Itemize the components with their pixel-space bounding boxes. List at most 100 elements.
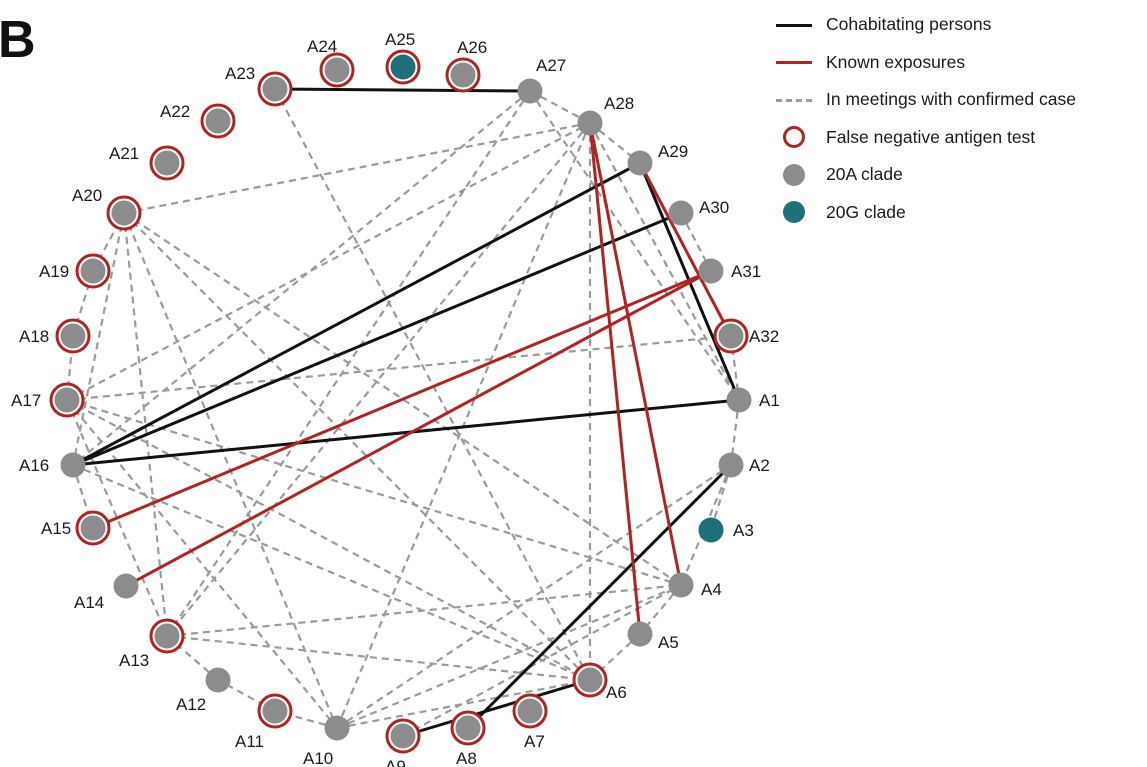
node-a20 [111, 200, 137, 226]
node-a27 [517, 78, 543, 104]
node-a7 [517, 698, 543, 724]
node-label-a24: A24 [307, 37, 337, 56]
node-a19 [80, 258, 106, 284]
node-label-a14: A14 [74, 593, 104, 612]
meeting-edge-a20-a28 [123, 121, 591, 215]
node-a25 [390, 54, 416, 80]
legend-label-20g: 20G clade [826, 201, 906, 222]
legend-item-20a: 20A clade [776, 156, 1076, 194]
meeting-edge-a9-a4 [402, 584, 682, 737]
labels-layer: A1 A2 A3 A4 A5 A6 A7 A8 A9 A10 A11 A12 A13 A14 A15 A16 A… [11, 30, 780, 767]
node-label-a1: A1 [759, 391, 780, 410]
node-a31 [698, 258, 724, 284]
node-label-a18: A18 [19, 327, 49, 346]
meeting-edge-a27-a16 [72, 90, 531, 466]
legend-label-false-negative: False negative antigen test [826, 126, 1036, 147]
node-a32 [718, 323, 744, 349]
meeting-edge-a10-a4 [336, 583, 682, 730]
meeting-edge-a27-a13 [166, 90, 531, 637]
meeting-edge-a13-a4 [166, 583, 682, 638]
node-label-a9: A9 [385, 757, 406, 767]
panel-letter: B [0, 11, 36, 69]
node-label-a30: A30 [699, 198, 729, 217]
exposure-edge-a29-a32 [638, 162, 733, 337]
node-a24 [324, 57, 350, 83]
node-a16 [60, 452, 86, 478]
teal-dot-icon [776, 200, 812, 224]
node-a29 [627, 150, 653, 176]
nodes-layer [49, 49, 752, 754]
node-a23 [262, 76, 288, 102]
node-a21 [154, 150, 180, 176]
node-label-a20: A20 [72, 186, 102, 205]
node-a9 [390, 723, 416, 749]
meeting-edge-a27-a1 [529, 90, 740, 401]
node-label-a28: A28 [604, 94, 634, 113]
cohabitating-edge-a23-a27 [274, 87, 531, 93]
node-label-a25: A25 [385, 30, 415, 49]
legend-item-20g: 20G clade [776, 194, 1076, 232]
meeting-edge-a16-a6 [72, 463, 591, 682]
node-a30 [668, 200, 694, 226]
cohabitating-edge-a9-a6 [402, 678, 591, 738]
node-label-a6: A6 [606, 683, 627, 702]
meeting-edge-a17-a28 [66, 122, 591, 401]
meeting-edge-a20-a4 [123, 212, 682, 586]
node-label-a26: A26 [457, 38, 487, 57]
meeting-edge-a20-a6 [123, 212, 591, 681]
legend-item-meetings: In meetings with confirmed case [776, 81, 1076, 119]
meeting-edge-a17-a4 [66, 398, 682, 587]
node-a13 [154, 623, 180, 649]
node-a1 [726, 387, 752, 413]
node-a14 [113, 573, 139, 599]
node-label-a12: A12 [176, 695, 206, 714]
node-label-a32: A32 [749, 327, 779, 346]
node-a11 [262, 698, 288, 724]
legend-item-cohabitating: Cohabitating persons [776, 6, 1076, 44]
cohabitating-edge-a2-a8 [466, 463, 733, 730]
node-a17 [54, 387, 80, 413]
node-label-a16: A16 [19, 456, 49, 475]
exposure-edge-a28-a5 [588, 122, 642, 635]
meeting-edge-a10-a2 [336, 464, 732, 729]
exposure-edge-a31-a15 [92, 269, 712, 530]
meeting-edge-a17-a10 [66, 399, 338, 729]
node-a15 [80, 515, 106, 541]
meeting-edge-a20-a16 [71, 212, 126, 466]
node-a18 [60, 323, 86, 349]
legend-label-exposures: Known exposures [826, 51, 966, 72]
cohabitating-edges [72, 87, 741, 738]
node-label-a5: A5 [658, 633, 679, 652]
legend-label-cohabitating: Cohabitating persons [826, 14, 992, 35]
node-a28 [577, 110, 603, 136]
node-a22 [205, 108, 231, 134]
meeting-edge-a13-a6 [166, 634, 591, 682]
node-label-a8: A8 [456, 749, 477, 767]
meeting-edge-a17-a6 [66, 399, 591, 681]
node-label-a21: A21 [109, 144, 139, 163]
meeting-edge-a23-a6 [274, 88, 591, 681]
node-a2 [718, 452, 744, 478]
legend-label-20a: 20A clade [826, 164, 903, 185]
node-label-a10: A10 [303, 749, 333, 767]
legend: Cohabitating persons Known exposures In … [776, 6, 1076, 231]
exposure-edges [92, 122, 733, 635]
meeting-edge-a28-a1 [589, 122, 740, 401]
node-label-a29: A29 [658, 142, 688, 161]
node-label-a22: A22 [160, 102, 190, 121]
node-label-a2: A2 [749, 456, 770, 475]
cohabitating-edge-a16-a29 [72, 161, 641, 467]
node-a26 [450, 62, 476, 88]
exposure-edge-a31-a14 [125, 269, 712, 588]
legend-item-false-negative: False negative antigen test [776, 119, 1076, 157]
legend-item-exposures: Known exposures [776, 44, 1076, 82]
meeting-edge-a17-a32 [66, 334, 732, 402]
node-a5 [627, 621, 653, 647]
node-a4 [668, 572, 694, 598]
red-ring-icon [776, 125, 812, 149]
cohabitating-edge-a16-a1 [72, 398, 740, 467]
node-label-a13: A13 [119, 651, 149, 670]
legend-label-meetings: In meetings with confirmed case [826, 89, 1076, 110]
exposure-edge-a28-a4 [588, 122, 683, 586]
